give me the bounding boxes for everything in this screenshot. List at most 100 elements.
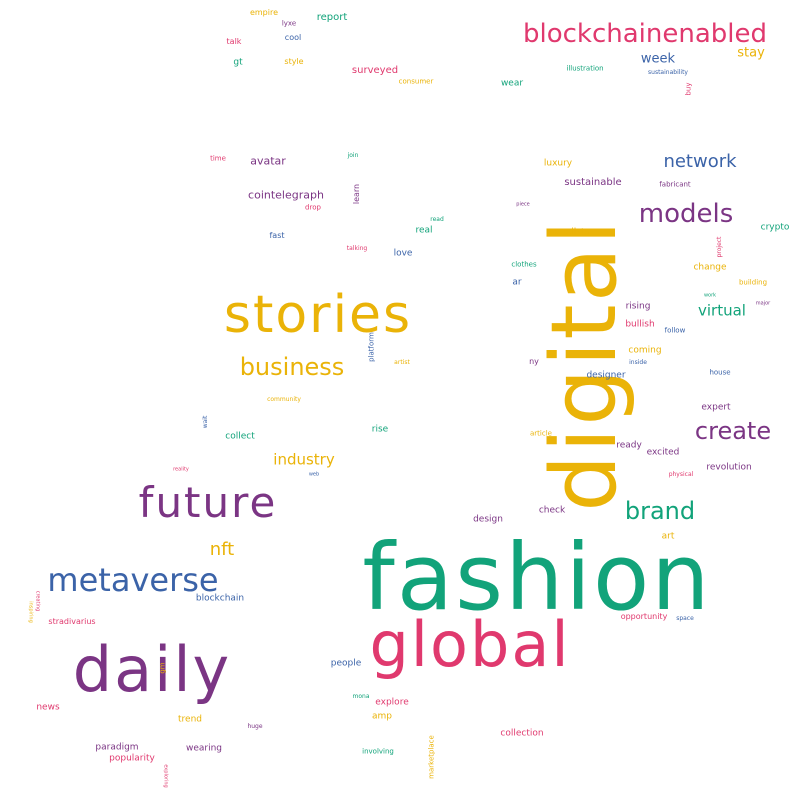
word-explore: explore xyxy=(375,697,409,708)
word-sustainability: sustainability xyxy=(648,69,688,76)
word-marketplace: marketplace xyxy=(427,735,436,779)
word-ny: ny xyxy=(529,357,539,366)
word-community: community xyxy=(267,396,301,403)
word-panelists: panelists xyxy=(548,227,590,238)
word-daily: daily xyxy=(72,633,232,706)
word-stay: stay xyxy=(737,45,765,61)
word-stradivarius: stradivarius xyxy=(48,617,96,626)
word-excited: excited xyxy=(646,447,680,458)
word-reality: reality xyxy=(173,466,189,473)
word-fabricant: fabricant xyxy=(659,180,691,189)
word-buy: buy xyxy=(684,82,693,96)
word-empire: empire xyxy=(249,8,279,17)
word-clothes: clothes xyxy=(511,260,537,269)
word-metaverse: metaverse xyxy=(47,561,219,599)
word-illustration: illustration xyxy=(566,64,604,73)
word-fashion: fashion xyxy=(362,524,712,631)
word-ar: ar xyxy=(512,277,522,288)
word-follow: follow xyxy=(664,326,686,335)
word-paradigm: paradigm xyxy=(95,742,139,753)
word-inspiring: inspiring xyxy=(27,601,34,623)
word-virtual: virtual xyxy=(698,301,746,320)
word-brand: brand xyxy=(624,497,696,525)
word-blockchain: blockchain xyxy=(195,593,245,604)
word-opportunity: opportunity xyxy=(620,612,668,621)
word-project: project xyxy=(716,236,723,258)
word-art: art xyxy=(661,531,675,542)
word-love: love xyxy=(393,248,413,259)
word-gt: gt xyxy=(233,57,243,68)
word-article: article xyxy=(530,429,552,438)
word-people: people xyxy=(330,658,362,669)
word-check: check xyxy=(538,505,566,516)
word-ready: ready xyxy=(616,440,642,451)
word-week: week xyxy=(640,51,676,67)
word-involving: involving xyxy=(362,747,394,756)
word-create: create xyxy=(694,417,772,445)
word-sustainable: sustainable xyxy=(564,177,622,188)
word-future: future xyxy=(138,478,278,527)
word-wear: wear xyxy=(500,78,524,89)
word-rising: rising xyxy=(625,301,651,312)
word-exploring: exploring xyxy=(162,764,169,788)
word-digital: digital xyxy=(532,218,637,512)
word-huge: huge xyxy=(247,723,263,730)
word-luxury: luxury xyxy=(543,158,573,169)
word-time: time xyxy=(210,154,226,163)
word-rise: rise xyxy=(371,424,389,435)
word-collection: collection xyxy=(500,728,544,739)
word-piece: piece xyxy=(516,201,530,208)
word-building: building xyxy=(738,278,768,287)
word-designer: designer xyxy=(586,370,626,381)
word-read: read xyxy=(430,216,444,223)
word-cool: cool xyxy=(284,33,302,42)
word-bullish: bullish xyxy=(625,319,655,330)
word-physical: physical xyxy=(668,471,694,478)
word-network: network xyxy=(663,151,737,172)
word-join: join xyxy=(347,152,359,159)
word-coming: coming xyxy=(628,345,662,356)
word-wait: wait xyxy=(202,415,209,429)
word-news: news xyxy=(36,702,60,713)
word-platform: platform xyxy=(367,332,376,362)
word-avatar: avatar xyxy=(250,154,286,168)
word-design: design xyxy=(473,514,503,525)
word-real: real xyxy=(415,225,433,236)
word-nft: nft xyxy=(209,539,235,560)
word-cointelegraph: cointelegraph xyxy=(248,188,324,202)
word-stories: stories xyxy=(223,285,413,345)
word-trend: trend xyxy=(178,714,202,725)
word-style: style xyxy=(284,57,304,66)
word-popularity: popularity xyxy=(109,753,155,764)
word-gm: gm xyxy=(158,662,167,674)
word-lyxe: lyxe xyxy=(281,19,297,28)
word-expert: expert xyxy=(701,402,731,413)
word-consumer: consumer xyxy=(398,77,434,86)
word-report: report xyxy=(316,12,348,23)
word-blockchainenabled: blockchainenabled xyxy=(522,19,768,49)
word-global: global xyxy=(369,608,571,681)
word-business: business xyxy=(239,353,345,381)
word-drop: drop xyxy=(305,203,321,212)
word-crypto: crypto xyxy=(760,222,790,233)
word-inside: inside xyxy=(629,359,647,366)
word-space: space xyxy=(676,615,694,622)
word-change: change xyxy=(693,262,727,273)
word-amp: amp xyxy=(372,711,392,722)
word-house: house xyxy=(709,368,731,377)
word-industry: industry xyxy=(273,450,335,469)
word-fast: fast xyxy=(269,231,285,240)
word-surveyed: surveyed xyxy=(351,65,399,76)
word-work: work xyxy=(703,292,717,299)
word-wearing: wearing xyxy=(185,743,223,754)
word-learn: learn xyxy=(352,183,361,205)
word-artist: artist xyxy=(394,359,410,366)
word-revolution: revolution xyxy=(706,462,752,473)
word-talking: talking xyxy=(346,245,368,252)
word-creating: creating xyxy=(34,590,41,612)
word-web: web xyxy=(308,471,320,478)
word-mona: mona xyxy=(352,693,370,700)
word-talk: talk xyxy=(226,37,242,46)
word-collect: collect xyxy=(225,431,255,442)
